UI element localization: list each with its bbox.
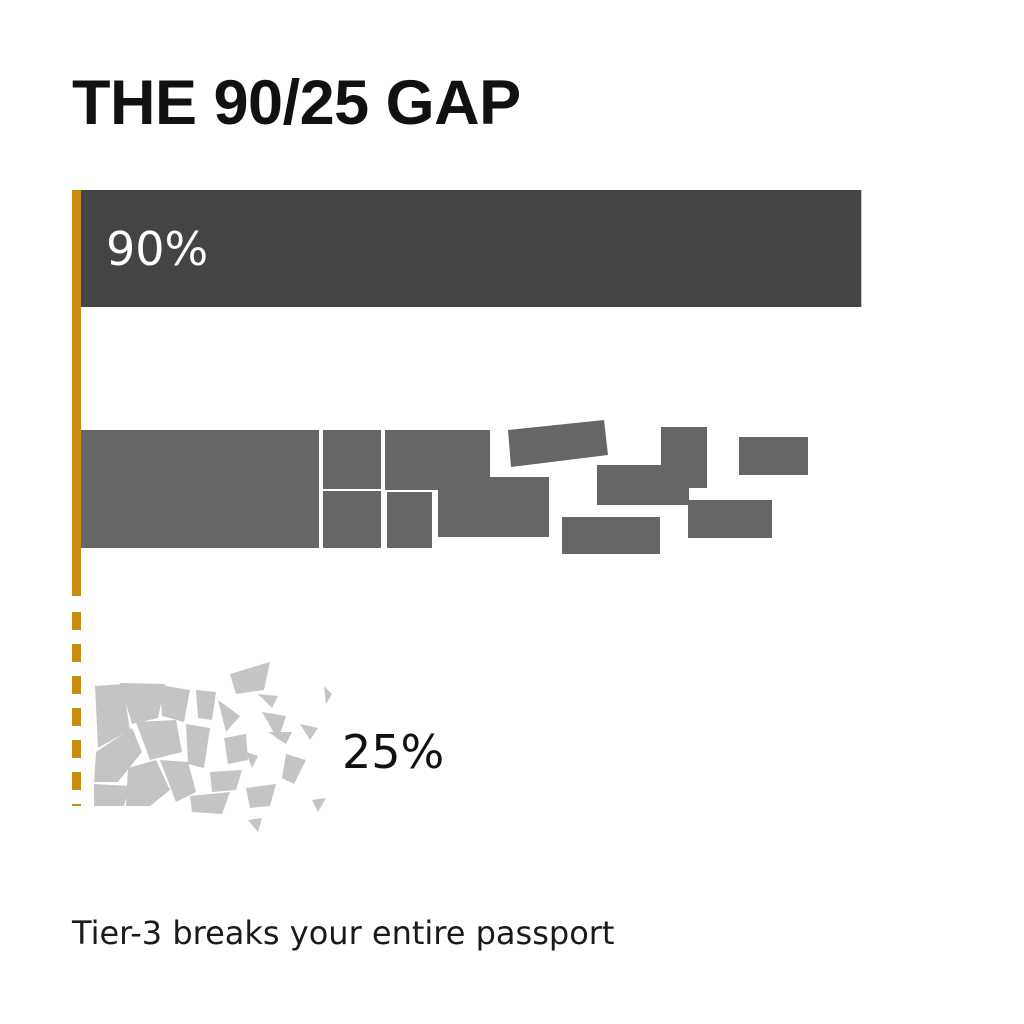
shard	[186, 724, 210, 768]
cracked-bar-segment	[323, 491, 381, 548]
cracked-bar-segment	[438, 477, 549, 537]
shard	[282, 754, 306, 784]
cracked-bar-segment	[739, 437, 808, 475]
bar-value-label: 90%	[106, 222, 208, 276]
cracked-bar-segment	[387, 492, 432, 548]
shard	[324, 686, 332, 704]
shard	[218, 700, 240, 732]
shard	[246, 752, 258, 768]
shard	[126, 760, 170, 806]
chart-title: THE 90/25 GAP	[72, 68, 521, 138]
bar-cracked	[81, 420, 808, 554]
cracked-bar-segment	[688, 500, 772, 538]
cracked-bar-segment	[81, 430, 319, 548]
bar-25-percent-shattered	[94, 662, 332, 832]
shard	[196, 690, 216, 720]
shard	[95, 684, 130, 748]
shard	[224, 734, 248, 764]
cracked-bar-segment	[661, 427, 707, 488]
shard	[136, 720, 182, 760]
shard	[246, 784, 276, 808]
shard	[210, 770, 242, 792]
axis-line-solid	[72, 190, 81, 596]
shard	[258, 694, 278, 708]
shard	[312, 798, 326, 812]
shard	[300, 724, 318, 740]
cracked-bar-segment	[323, 430, 381, 489]
bar-90-percent	[81, 190, 862, 307]
shard	[160, 685, 190, 722]
shard	[230, 662, 270, 694]
bar-value-label: 25%	[342, 725, 444, 779]
shard	[94, 784, 130, 806]
shard	[248, 818, 262, 832]
shard	[94, 728, 142, 782]
shard	[120, 683, 165, 724]
shard	[268, 732, 292, 744]
cracked-bar-segment	[508, 420, 608, 467]
shard	[190, 792, 230, 814]
cracked-bar-segment	[562, 517, 660, 554]
shard	[160, 760, 196, 802]
chart-caption: Tier-3 breaks your entire passport	[72, 914, 615, 952]
